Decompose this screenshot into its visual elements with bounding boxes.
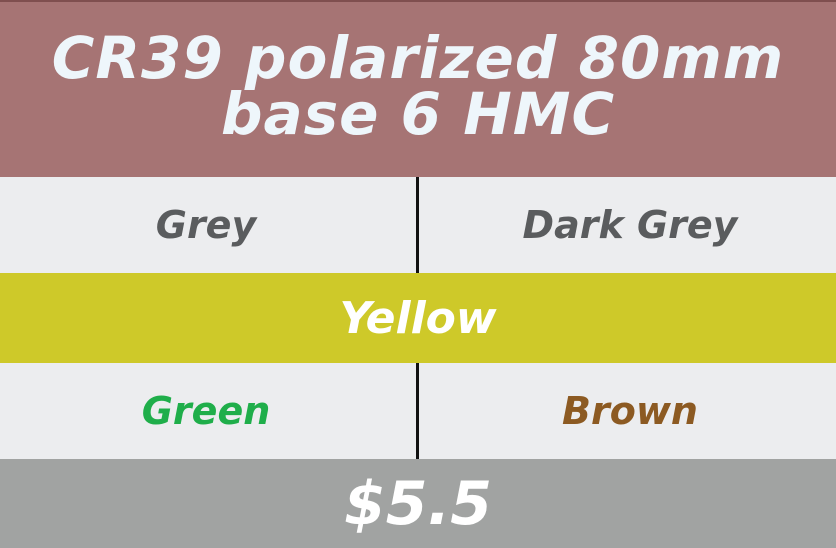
column-divider — [416, 363, 419, 459]
color-option-brown: Brown — [562, 389, 698, 433]
color-option-dark-grey: Dark Grey — [522, 203, 738, 247]
column-divider — [416, 177, 419, 273]
product-header: CR39 polarized 80mm base 6 HMC — [0, 0, 836, 177]
color-option-grey: Grey — [155, 203, 257, 247]
color-option-green: Green — [141, 389, 271, 433]
price-bar: $5.5 — [0, 459, 836, 548]
product-title-line-1: CR39 polarized 80mm — [51, 23, 785, 92]
color-row-grey: Grey Dark Grey — [0, 177, 836, 273]
color-row-green-brown: Green Brown — [0, 363, 836, 459]
color-option-yellow: Yellow — [0, 273, 836, 363]
price-value: $5.5 — [343, 468, 493, 539]
product-title-line-2: base 6 HMC — [220, 79, 616, 148]
